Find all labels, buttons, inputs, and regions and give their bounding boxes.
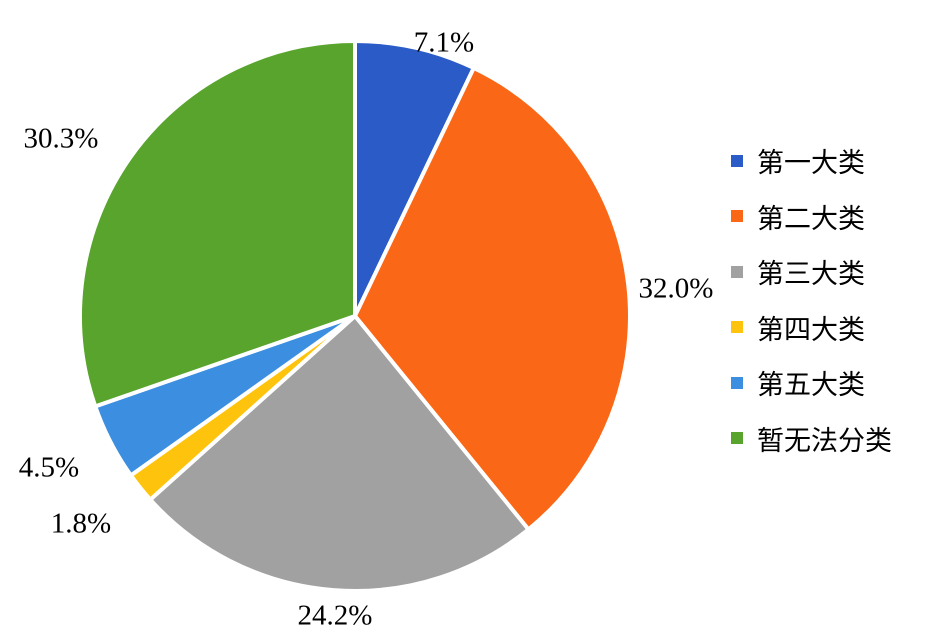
- data-label: 30.3%: [24, 123, 99, 155]
- legend-swatch: [731, 321, 743, 334]
- data-label: 32.0%: [639, 273, 714, 305]
- legend-item: 第四大类: [731, 300, 892, 356]
- pie-data-labels: 7.1% 32.0% 24.2% 1.8% 4.5% 30.3%: [19, 27, 714, 631]
- data-label: 7.1%: [414, 27, 474, 59]
- legend-item: 第一大类: [731, 133, 892, 189]
- legend-swatch: [731, 376, 743, 389]
- data-label: 1.8%: [51, 508, 111, 540]
- legend-item: 第二大类: [731, 189, 892, 245]
- legend-label: 第三大类: [757, 259, 865, 291]
- legend-label: 第一大类: [757, 148, 865, 180]
- legend-label: 暂无法分类: [757, 425, 892, 457]
- legend-label: 第二大类: [757, 203, 865, 235]
- pie-slice: [78, 39, 357, 409]
- legend-swatch: [731, 210, 743, 223]
- legend-label: 第五大类: [757, 370, 865, 402]
- legend-swatch: [731, 154, 743, 167]
- legend-item: 暂无法分类: [731, 411, 892, 467]
- pie-slice: [148, 314, 531, 593]
- legend-swatch: [731, 432, 743, 445]
- legend-swatch: [731, 265, 743, 278]
- chart-legend: 第一大类 第二大类 第三大类 第四大类 第五大类 暂无法分类: [731, 133, 892, 466]
- pie-slice: [353, 65, 632, 532]
- legend-item: 第五大类: [731, 355, 892, 411]
- legend-item: 第三大类: [731, 244, 892, 300]
- data-label: 24.2%: [298, 600, 373, 631]
- legend-label: 第四大类: [757, 314, 865, 346]
- pie-slices: [78, 39, 632, 593]
- pie-slice: [353, 39, 476, 318]
- data-label: 4.5%: [19, 452, 79, 484]
